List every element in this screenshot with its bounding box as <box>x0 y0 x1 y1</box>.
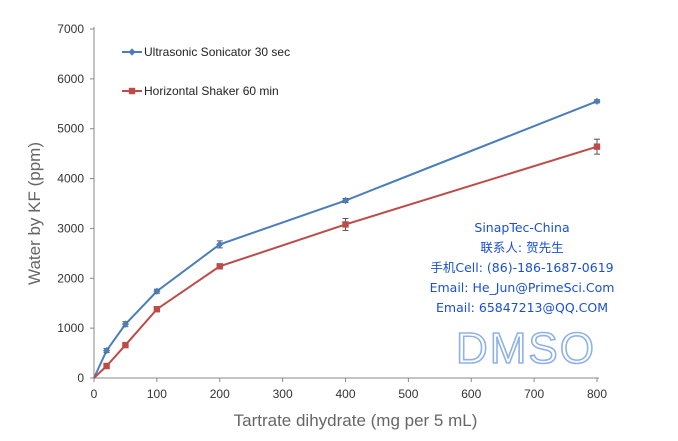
y-tick-label: 3000 <box>57 221 84 235</box>
x-tick-label: 600 <box>461 387 481 401</box>
watermark-line: Email: 65847213@QQ.COM <box>436 300 608 315</box>
data-point <box>341 196 350 205</box>
legend-marker <box>128 48 136 56</box>
x-tick-label: 100 <box>147 387 167 401</box>
legend-label: Horizontal Shaker 60 min <box>144 84 279 98</box>
watermark-line: 手机Cell: (86)-186-1687-0619 <box>430 260 613 275</box>
legend-item: Ultrasonic Sonicator 30 sec <box>122 45 290 59</box>
x-tick-label: 300 <box>273 387 293 401</box>
x-tick-label: 500 <box>398 387 418 401</box>
axes: 0 1000 2000 3000 4000 5000 6000 7000 0 100 200 300 4… <box>25 22 607 430</box>
x-tick-label: 200 <box>210 387 230 401</box>
legend-label: Ultrasonic Sonicator 30 sec <box>144 45 290 59</box>
y-tick-label: 6000 <box>57 72 84 86</box>
series-ultrasonic <box>93 97 601 379</box>
y-tick-label: 1000 <box>57 321 84 335</box>
data-point <box>593 143 601 150</box>
data-point <box>342 221 349 228</box>
legend-marker <box>128 87 136 95</box>
x-axis-title: Tartrate dihydrate (mg per 5 mL) <box>234 411 478 430</box>
data-point <box>153 287 161 295</box>
y-tick-label: 5000 <box>57 122 84 136</box>
data-point <box>121 320 130 328</box>
watermark-line: SinapTec-China <box>474 220 569 235</box>
legend-item: Horizontal Shaker 60 min <box>122 84 279 98</box>
y-tick-label: 7000 <box>57 22 84 36</box>
data-point <box>153 305 161 313</box>
data-point <box>216 240 224 248</box>
x-tick-label: 0 <box>91 387 98 401</box>
watermark: SinapTec-China 联系人: 贺先生 手机Cell: (86)-186… <box>430 220 615 374</box>
y-tick-label: 2000 <box>57 271 84 285</box>
series-layer <box>93 97 601 379</box>
y-tick-label: 4000 <box>57 172 84 186</box>
data-point <box>102 346 111 355</box>
data-point <box>103 362 110 370</box>
watermark-line: 联系人: 贺先生 <box>480 240 563 255</box>
data-point <box>122 341 129 349</box>
y-tick-label: 0 <box>77 371 84 385</box>
legend: Ultrasonic Sonicator 30 sec Horizontal Sh… <box>122 45 290 98</box>
x-tick-label: 400 <box>335 387 355 401</box>
watermark-dmso: DMSO <box>456 324 596 373</box>
x-tick-label: 800 <box>587 387 607 401</box>
data-point <box>216 263 223 270</box>
data-point <box>593 97 601 105</box>
x-tick-label: 700 <box>524 387 544 401</box>
watermark-line: Email: He_Jun@PrimeSci.Com <box>430 280 615 295</box>
series-shaker <box>93 138 601 379</box>
y-axis-title: Water by KF (ppm) <box>25 142 44 285</box>
